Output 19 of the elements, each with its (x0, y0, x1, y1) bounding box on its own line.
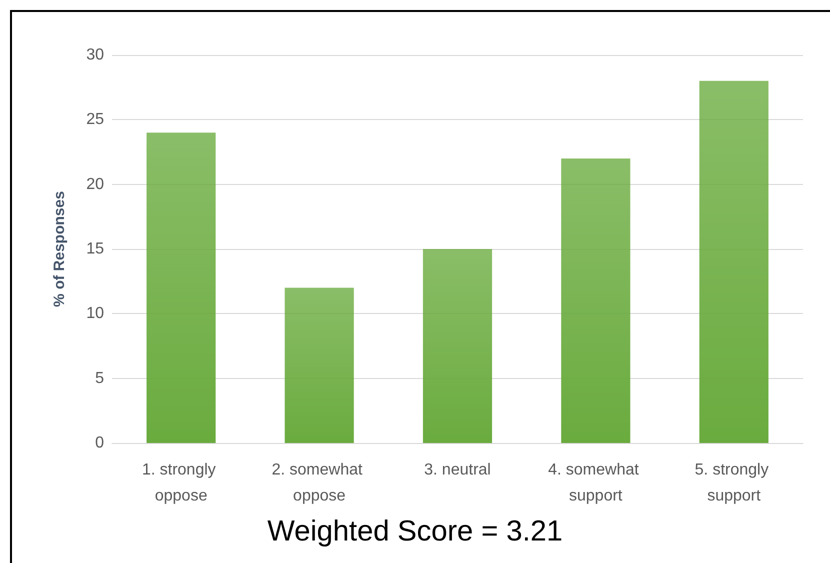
y-tick-label: 25 (86, 111, 104, 128)
bar (561, 158, 630, 443)
x-tick-label: 2. somewhat oppose (272, 462, 367, 504)
bar (284, 288, 354, 443)
text: Weighted Score = 3.21 (267, 516, 563, 548)
y-tick-label: 0 (95, 434, 104, 452)
x-tick-label: 4. somewhat support (548, 462, 644, 504)
x-tick-label: 1. strongly oppose (142, 462, 220, 504)
y-tick-label: 10 (86, 305, 104, 322)
x-tick-label: 3. neutral (424, 462, 491, 478)
bar (422, 249, 492, 443)
y-tick-label: 15 (86, 240, 104, 258)
bar (146, 132, 216, 443)
y-tick-label: 20 (86, 176, 104, 193)
bar (699, 80, 768, 443)
y-tick-label: 30 (86, 46, 104, 64)
y-axis-title: % of Responses (51, 191, 68, 307)
y-tick-label: 5 (95, 370, 104, 387)
x-tick-label: 5. strongly support (694, 462, 774, 504)
